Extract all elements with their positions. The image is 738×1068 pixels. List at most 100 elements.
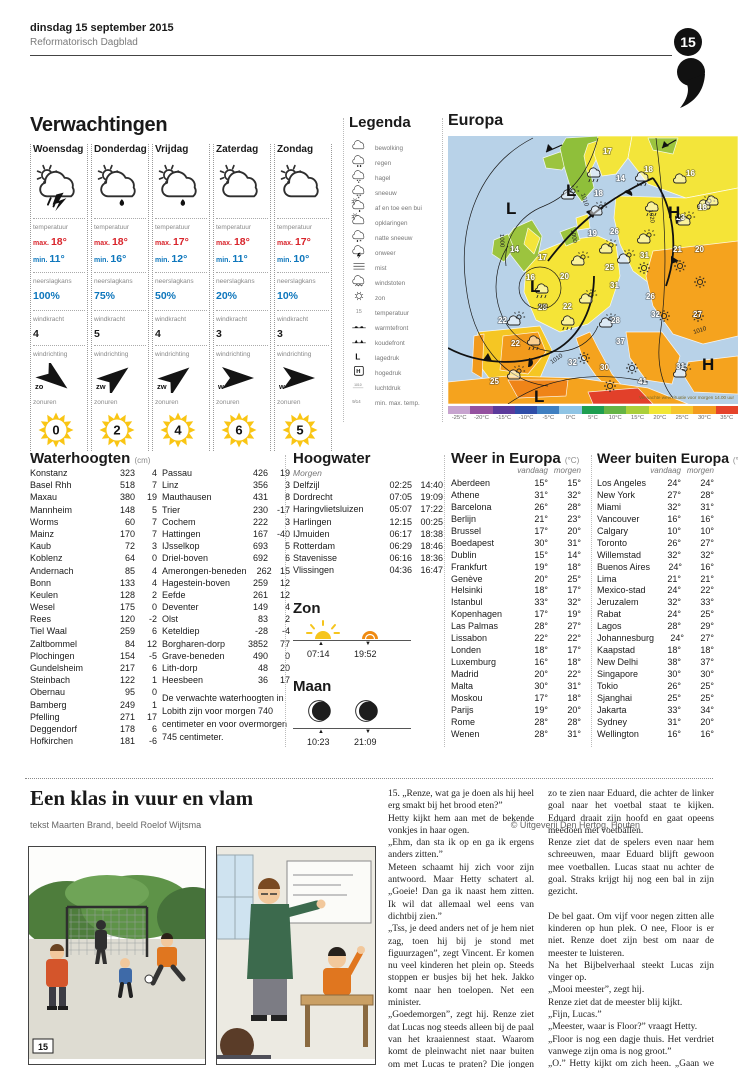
story-paragraph: Na het Bijbelverhaal steekt Lucas zijn v… [548, 960, 714, 984]
map-label: 30 [600, 363, 609, 372]
row-value-1: 217 [119, 663, 135, 673]
story-paragraph: „Meester, waar is Floor?” vraagt Hetty. [548, 1022, 698, 1033]
wind-force-value: 3 [216, 328, 222, 340]
forecast-day-name: Vrijdag [155, 144, 189, 155]
row-value-1: 3852 [247, 638, 268, 649]
wind-direction-icon: w [216, 363, 268, 396]
legend-label: warmtefront [375, 325, 409, 332]
row-value-1: 12:15 [389, 516, 412, 527]
row-name: Mainz [30, 528, 55, 539]
divider [94, 272, 146, 273]
legend-label: opklaringen [375, 220, 408, 227]
divider [277, 310, 329, 311]
table-row: Haringvlietsluizen 05:07 17:22 [293, 504, 443, 516]
temp-today: 16° [667, 728, 681, 739]
min-temperature-value: 11° [49, 253, 65, 265]
map-label: 26 [610, 227, 619, 236]
city-name: Athene [451, 489, 480, 500]
row-name: Harlingen [293, 516, 332, 527]
min-temperature: min. 16° [94, 253, 127, 265]
legend-label: sneeuw [375, 190, 397, 197]
city-name: Madrid [451, 669, 479, 679]
legend-items: bewolking regen hagel sneeuw af en toe een b… [349, 140, 441, 411]
temp-today: 18° [534, 645, 548, 656]
moon-title: Maan [293, 678, 332, 695]
row-value-2: 16:47 [420, 565, 443, 576]
max-temperature: max. 18° [33, 236, 67, 248]
sun-hours-label: zonuren [216, 399, 240, 406]
row-name: Mauthausen [162, 492, 212, 503]
comic-panel-classroom [216, 846, 376, 1065]
legend-panel: Legenda bewolking regen hagel sneeuw af en t… [349, 114, 441, 411]
svg-text:w: w [278, 382, 285, 391]
min-temperature: min. 11° [33, 253, 65, 265]
legend-item: mist [349, 261, 441, 276]
row-value-2: 12 [279, 589, 290, 600]
row-value-1: 48 [257, 663, 268, 673]
map-label: 41 [638, 377, 647, 386]
table-row: Hofkirchen 181 -6 [30, 736, 157, 748]
scale-swatch [559, 406, 582, 414]
waterhoogten-title: Waterhoogten (cm) [30, 450, 150, 467]
temp-today: 16° [534, 657, 548, 668]
col-morgen: morgen [553, 466, 581, 475]
story-paragraph: „O.” Hetty kijkt om zich heen. „Gaan we … [548, 1059, 714, 1068]
table-row: Wesel 175 0 [30, 602, 157, 614]
row-name: Dordrecht [293, 492, 333, 503]
row-value-2: 4 [151, 565, 157, 576]
cold-front-icon [349, 333, 375, 354]
table-row: Linz 356 3 [162, 480, 290, 492]
max-temperature: max. 18° [94, 236, 128, 248]
row-value-2: 19 [279, 468, 290, 478]
row-value-1: 04:36 [389, 565, 412, 576]
map-label: 32 [651, 310, 660, 319]
row-value-2: 17 [146, 711, 157, 722]
row-value-1: 05:07 [389, 504, 412, 515]
row-value-1: 64 [124, 553, 135, 564]
table-row: Lima 21° 21° [597, 574, 714, 586]
cloud-snow-icon [349, 183, 375, 204]
temp-tomorrow: 21° [700, 573, 714, 584]
row-value-1: 261 [252, 589, 268, 600]
temp-today: 15° [534, 549, 548, 560]
row-value-2: 1 [151, 675, 157, 686]
city-name: Lissabon [451, 633, 488, 644]
comic-panel-number: 15 [38, 1042, 48, 1052]
table-row: Wenen 28° 31° [451, 729, 581, 741]
legend-item: 15 temperatuur [349, 306, 441, 321]
temperature-label: temperatuur [155, 224, 191, 231]
table-row: Aberdeen 15° 15° [451, 478, 581, 490]
row-value-1: 149 [252, 602, 268, 613]
temp-today: 31° [534, 489, 548, 500]
city-name: Lagos [597, 621, 622, 632]
city-name: Singapore [597, 669, 639, 679]
row-value-1: 84 [124, 638, 135, 649]
row-name: Hagestein-boven [162, 577, 231, 588]
row-name: Zaltbommel [30, 638, 78, 649]
row-value-2: -17 [276, 504, 290, 515]
temp-today: 38° [667, 657, 681, 668]
temperature-label: temperatuur [216, 224, 252, 231]
row-value-2: 3 [284, 516, 290, 527]
row-value-2: 20 [279, 663, 290, 673]
row-value-1: 167 [252, 528, 268, 539]
table-row: Grave-beneden 490 0 [162, 651, 290, 663]
row-value-1: 222 [252, 516, 268, 527]
pressure-line-icon: 1010 [349, 378, 375, 399]
temp-tomorrow: 14° [567, 549, 581, 560]
row-name: Borgharen-dorp [162, 638, 226, 649]
row-name: Wesel [30, 602, 55, 613]
city-name: Mexico-stad [597, 585, 646, 596]
temp-tomorrow: 37° [700, 657, 714, 668]
min-temperature-value: 11° [232, 253, 248, 265]
sun-cloud-thunder-icon [33, 160, 85, 216]
legend-item: onweer [349, 245, 441, 261]
wind-direction-icon: zo [33, 360, 85, 396]
sun-hours-label: zonuren [33, 399, 57, 406]
row-value-1: 07:05 [389, 492, 412, 503]
scale-label: -25°C [451, 415, 467, 421]
temp-today: 27° [667, 489, 681, 500]
row-name: Mannheim [30, 504, 73, 515]
scale-label: 25°C [675, 415, 689, 421]
wind-force-label: windkracht [216, 316, 248, 323]
